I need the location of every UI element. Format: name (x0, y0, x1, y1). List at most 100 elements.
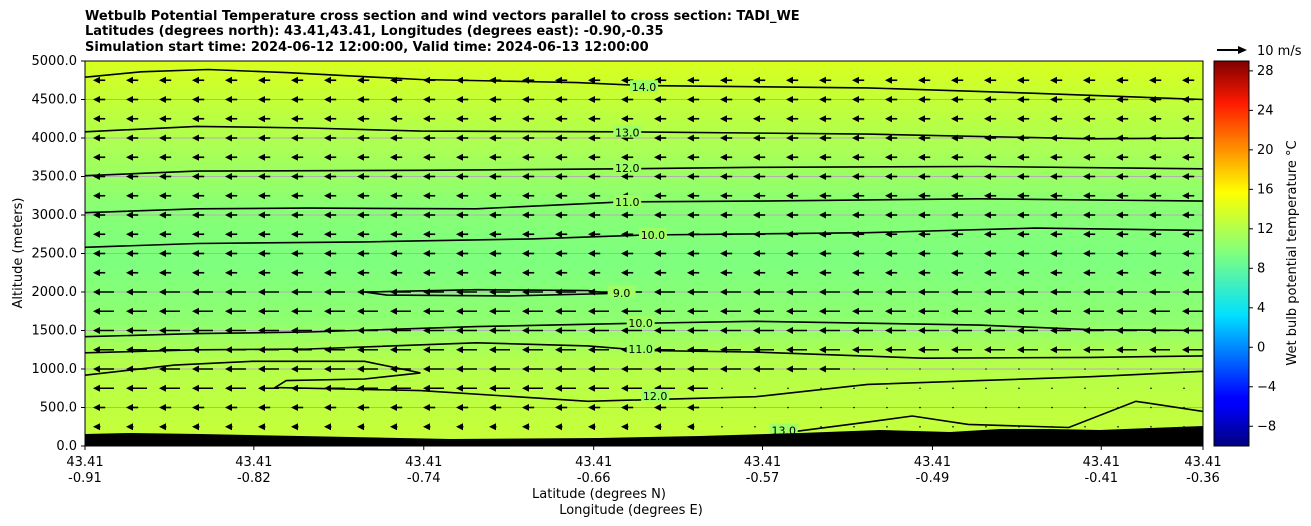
wind-vector (1083, 269, 1096, 277)
wind-vector-head (984, 192, 991, 200)
wind-vector (720, 96, 733, 103)
wind-vector-head (1116, 307, 1123, 315)
wind-vector (357, 404, 370, 411)
wind-vector (885, 173, 898, 180)
wind-vector-head (456, 96, 463, 103)
wind-vector-head (1116, 173, 1123, 180)
wind-vector (819, 192, 832, 200)
y-tick-label: 3500.0 (32, 170, 78, 185)
wind-vector-head (192, 115, 199, 123)
wind-vector (819, 288, 840, 296)
wind-vector-head (225, 76, 232, 84)
wind-vector (555, 269, 568, 277)
wind-vector-head (654, 365, 661, 373)
wind-vector (1117, 387, 1119, 390)
wind-vector (522, 115, 535, 123)
wind-vector (225, 250, 238, 257)
wind-vector-head (291, 288, 298, 296)
wind-vector-head (984, 211, 991, 219)
wind-vector (258, 423, 266, 431)
y-axis-label: Altitude (meters) (11, 198, 26, 309)
wind-vector (919, 368, 921, 370)
wind-vector (522, 173, 535, 180)
wind-vector (1116, 288, 1137, 296)
wind-vector-head (852, 346, 859, 354)
wind-vector-head (93, 269, 100, 277)
wind-vector-head (1083, 192, 1090, 200)
wind-vector (654, 211, 667, 219)
wind-vector (126, 384, 147, 392)
wind-vector-head (885, 269, 892, 277)
wind-vector-head (192, 134, 199, 142)
wind-vector (192, 307, 213, 315)
wind-vector (819, 211, 832, 219)
wind-vector (489, 153, 502, 161)
wind-vector-head (654, 307, 661, 315)
wind-vector-head (1017, 192, 1024, 200)
wind-vector (192, 134, 205, 142)
contour-label: 12.0 (615, 162, 640, 175)
wind-vector (1017, 288, 1038, 296)
wind-vector-head (258, 211, 265, 219)
wind-vector-head (1116, 115, 1123, 123)
wind-vector (93, 327, 114, 334)
wind-vector-head (1050, 173, 1057, 180)
wind-vector (951, 327, 972, 334)
wind-vector-head (324, 153, 331, 161)
contour-lines: 14.013.012.011.010.09.010.011.012.013.0 (85, 68, 1203, 438)
wind-vector (621, 423, 629, 431)
wind-vector-head (324, 307, 331, 315)
wind-vector (654, 115, 667, 123)
wind-vector-head (324, 288, 331, 296)
wind-vector-head (588, 307, 595, 315)
wind-vector-head (753, 173, 760, 180)
wind-vector (423, 423, 431, 431)
wind-vector (1050, 211, 1063, 219)
wind-vector (753, 327, 774, 334)
wind-vector-head (687, 404, 694, 411)
wind-vector-head (555, 192, 562, 200)
wind-vector-head (291, 192, 298, 200)
wind-vector (852, 327, 873, 334)
wind-vector (1017, 211, 1030, 219)
wind-vector-head (984, 173, 991, 180)
wind-vector (159, 76, 172, 84)
x-tick-label-lon: -0.49 (916, 471, 950, 486)
wind-vector-head (555, 327, 562, 334)
wind-vector (919, 425, 921, 428)
wind-vector (258, 115, 271, 123)
wind-vector (159, 153, 172, 161)
wind-vector-head (885, 134, 892, 142)
wind-vector (126, 404, 139, 411)
wind-vector (258, 76, 271, 84)
wind-vector (324, 211, 337, 219)
contour-13.0 (778, 400, 1203, 435)
wind-vector (192, 250, 205, 257)
wind-vector (1116, 211, 1129, 219)
wind-vector-head (225, 423, 232, 431)
wind-vector-head (522, 230, 529, 238)
wind-vector-head (456, 153, 463, 161)
wind-vector (390, 307, 411, 315)
wind-vector (951, 76, 964, 84)
wind-vector-head (390, 192, 397, 200)
wind-vector-head (852, 134, 859, 142)
wind-vector-head (522, 192, 529, 200)
wind-vector (1183, 368, 1185, 370)
wind-vector (1116, 115, 1129, 123)
wind-vector-head (984, 153, 991, 161)
contour-12.0 (85, 360, 1203, 403)
wind-vector-head (324, 134, 331, 142)
wind-vector (687, 192, 700, 200)
wind-vector-head (456, 134, 463, 142)
wind-vector (456, 230, 469, 238)
wind-vector (357, 211, 370, 219)
wind-vector-head (522, 211, 529, 219)
wind-vector-head (1182, 153, 1189, 161)
wind-vector-head (1083, 327, 1090, 334)
wind-vector-head (357, 211, 364, 219)
wind-vector-head (1182, 192, 1189, 200)
wind-vector-head (357, 134, 364, 142)
wind-vector (291, 134, 304, 142)
wind-vector (654, 307, 675, 315)
